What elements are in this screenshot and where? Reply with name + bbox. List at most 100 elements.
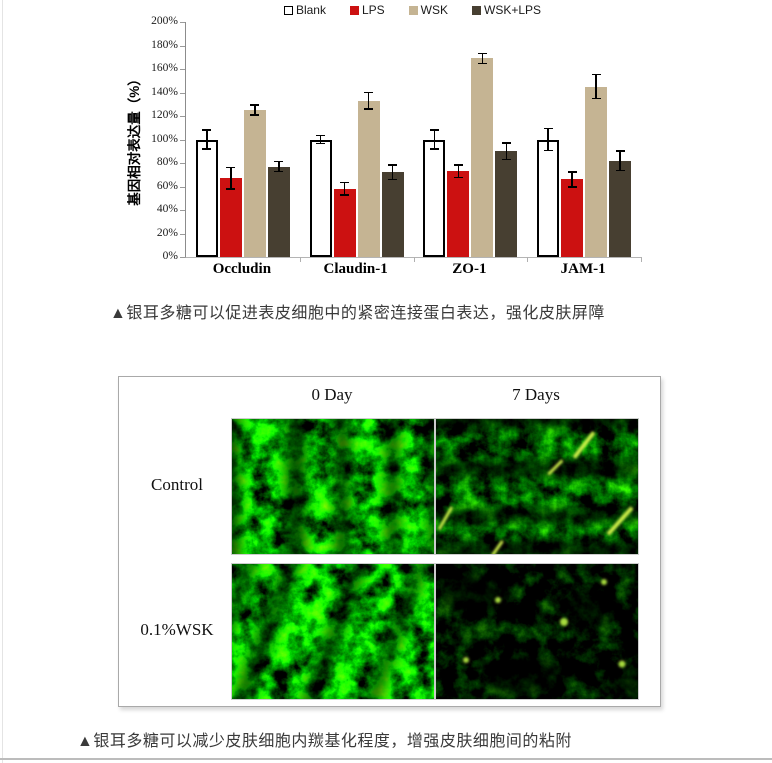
error-bar: [429, 129, 439, 150]
y-tick-label: 80%: [156, 156, 178, 168]
error-bar: [364, 91, 374, 110]
bar-rect: [423, 139, 446, 257]
y-tick-mark: [180, 186, 185, 188]
bar-group-occludin: [195, 22, 290, 257]
bar-jam-1-lps: [561, 22, 584, 257]
error-bar: [202, 129, 212, 150]
legend-swatch-wsk: [408, 5, 418, 15]
bar-zo-1-lps: [447, 22, 470, 257]
error-bar: [340, 181, 350, 196]
bar-group-jam-1: [537, 22, 632, 257]
error-cap-top: [202, 129, 212, 131]
bar-group-zo-1: [423, 22, 518, 257]
y-tick-mark: [180, 69, 185, 70]
error-bar: [226, 166, 236, 190]
legend-swatch-blank: [283, 5, 293, 15]
y-tick-label: 200%: [151, 15, 178, 27]
error-cap-top: [429, 129, 439, 131]
plot-area: [185, 22, 642, 262]
error-cap-bottom: [340, 194, 350, 196]
bar-rect: [309, 139, 332, 257]
legend-label: WSK: [420, 3, 449, 17]
x-tick-mark: [413, 257, 415, 262]
error-bar: [477, 52, 487, 65]
bar-rect: [195, 139, 218, 257]
y-tick-label: 160%: [151, 62, 178, 74]
page-bottom-border: [0, 758, 772, 760]
bar-jam-1-blank: [537, 22, 560, 257]
y-tick-label: 140%: [151, 85, 178, 98]
error-bar: [615, 150, 625, 172]
error-cap-bottom: [453, 176, 463, 179]
x-category-jam-1: JAM-1: [560, 261, 606, 277]
bar-rect: [537, 139, 560, 257]
bar-rect: [357, 100, 380, 257]
error-cap-bottom: [477, 62, 487, 65]
bar-rect: [381, 172, 404, 257]
error-cap-top: [250, 104, 260, 106]
error-bar: [274, 160, 284, 173]
error-cap-top: [567, 171, 577, 173]
x-category-occludin: Occludin: [212, 261, 272, 277]
error-cap-bottom: [567, 186, 577, 188]
x-category-claudin-1: Claudin-1: [323, 261, 388, 277]
error-cap-bottom: [388, 178, 398, 181]
legend-label: Blank: [295, 3, 326, 17]
error-bar: [591, 73, 601, 100]
legend-item-wsk: WSK: [408, 3, 449, 17]
y-tick-mark: [180, 163, 185, 164]
y-tick-mark: [180, 45, 185, 47]
bar-rect: [219, 178, 242, 257]
legend-swatch-wsk+lps: [472, 5, 482, 15]
bar-rect: [267, 166, 290, 257]
bar-occludin-lps: [219, 22, 242, 257]
wsk-0day-micrograph: [184, 541, 436, 727]
error-bar: [388, 164, 398, 181]
wsk-0day-image: [184, 541, 436, 727]
error-cap-bottom: [364, 108, 374, 110]
y-tick-mark: [180, 22, 185, 23]
error-bar: [250, 104, 260, 116]
error-cap-top: [274, 160, 284, 163]
error-cap-bottom: [202, 148, 212, 150]
error-cap-bottom: [429, 148, 439, 150]
control-0day-image: [222, 411, 440, 563]
error-cap-top: [388, 164, 398, 166]
chart-legend: Blank LPS WSK WSK+LPS: [185, 3, 640, 17]
wsk-7days-image: [435, 563, 658, 700]
error-cap-bottom: [591, 97, 601, 100]
error-cap-bottom: [543, 149, 553, 152]
error-cap-top: [340, 181, 350, 184]
bar-rect: [585, 86, 608, 257]
error-cap-top: [615, 150, 625, 152]
error-cap-bottom: [316, 142, 326, 145]
error-cap-bottom: [274, 170, 284, 173]
bar-claudin-1-wsk: [357, 22, 380, 257]
bar-rect: [447, 171, 470, 257]
bar-occludin-wsk: [243, 22, 266, 257]
y-tick-label: 0%: [162, 250, 178, 262]
figure1-caption: ▲银耳多糖可以促进表皮细胞中的紧密连接蛋白表达，强化皮肤屏障: [110, 305, 605, 322]
page-left-border: [2, 0, 3, 763]
bar-chart-figure: Blank LPS WSK WSK+LPS 基因相对表达量（%） 0% 20% 40% 60…: [0, 0, 772, 292]
bar-rect: [561, 179, 584, 257]
bar-zo-1-wsk: [471, 22, 494, 257]
x-category-zo-1: ZO-1: [452, 261, 487, 277]
error-bar: [316, 134, 326, 145]
control-0day-micrograph: [222, 411, 440, 563]
microscopy-figure: 0 Day 7 Days Control 0.1%WSK: [118, 376, 661, 727]
bar-rect: [243, 110, 266, 257]
x-tick-mark: [527, 257, 529, 262]
y-tick-mark: [180, 92, 185, 94]
wsk-7days-micrograph: [436, 564, 658, 700]
bar-rect: [471, 58, 494, 257]
bar-occludin-wsk+lps: [267, 22, 290, 257]
y-tick-mark: [180, 210, 185, 211]
error-bar: [453, 164, 463, 179]
control-7days-micrograph: [428, 409, 646, 559]
legend-label: WSK+LPS: [484, 3, 542, 17]
error-cap-bottom: [501, 158, 511, 161]
y-tick-label: 100%: [151, 132, 178, 145]
error-cap-top: [477, 52, 487, 55]
